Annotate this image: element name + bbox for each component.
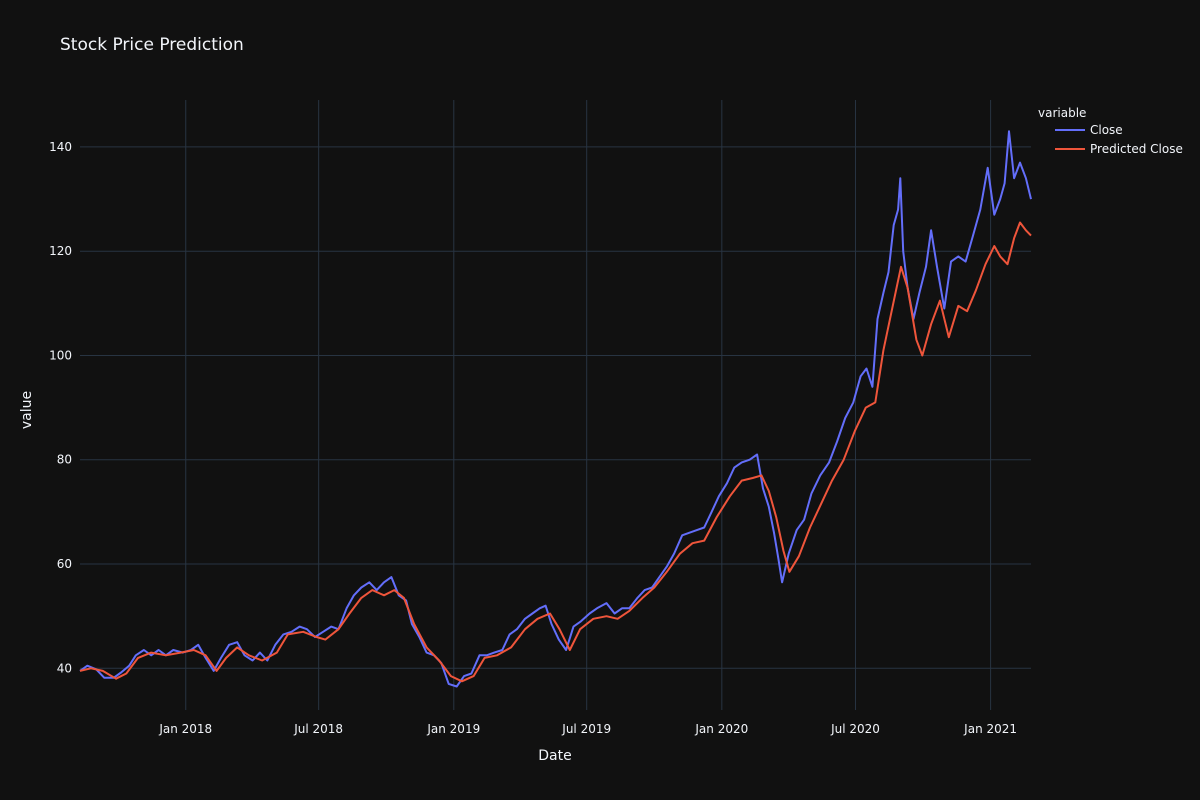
legend[interactable]: variable Close Predicted Close [1038, 106, 1183, 156]
chart-title: Stock Price Prediction [60, 35, 244, 55]
x-tick-label-6: Jan 2021 [963, 722, 1017, 736]
legend-items[interactable]: Close Predicted Close [1055, 123, 1183, 156]
legend-label: Predicted Close [1090, 142, 1183, 156]
legend-label: Close [1090, 123, 1123, 137]
x-tick-label-1: Jul 2018 [293, 722, 343, 736]
x-tick-label-4: Jan 2020 [694, 722, 748, 736]
legend-item-close[interactable]: Close [1055, 123, 1123, 137]
y-tick-label-1: 60 [57, 557, 72, 571]
y-tick-label-3: 100 [49, 348, 72, 362]
y-axis-ticks: 40 60 80 100 120 140 [49, 140, 72, 675]
x-axis-ticks: Jan 2018 Jul 2018 Jan 2019 Jul 2019 Jan 2020… [158, 722, 1017, 736]
y-tick-label-5: 140 [49, 140, 72, 154]
legend-item-predicted-close[interactable]: Predicted Close [1055, 142, 1183, 156]
y-tick-label-0: 40 [57, 661, 72, 675]
legend-title: variable [1038, 106, 1086, 120]
y-tick-label-4: 120 [49, 244, 72, 258]
x-axis-title: Date [538, 748, 571, 764]
series-lines [79, 130, 1032, 688]
y-tick-label-2: 80 [57, 453, 72, 467]
x-tick-label-3: Jul 2019 [561, 722, 611, 736]
x-tick-label-5: Jul 2020 [830, 722, 880, 736]
x-tick-label-0: Jan 2018 [158, 722, 212, 736]
y-axis-title: value [19, 391, 35, 429]
x-tick-label-2: Jan 2019 [426, 722, 480, 736]
series-line-predicted-close [79, 221, 1032, 683]
gridlines [80, 100, 1031, 710]
